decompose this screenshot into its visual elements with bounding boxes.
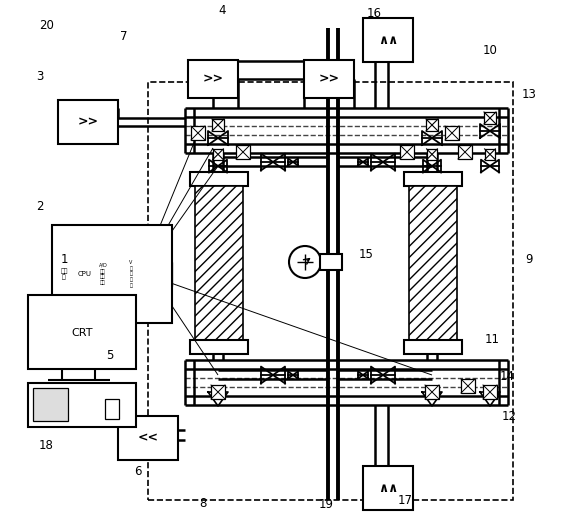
Bar (213, 149, 224, 160)
Text: 13: 13 (522, 88, 537, 101)
Bar (148, 82, 513, 500)
Text: ∧∧: ∧∧ (378, 481, 398, 494)
Text: 7: 7 (120, 30, 128, 42)
Bar (52, 225, 172, 323)
Text: 控制
板: 控制 板 (60, 268, 68, 280)
Bar (461, 379, 475, 393)
Text: CRT: CRT (72, 328, 93, 338)
Bar (426, 119, 438, 131)
Bar (304, 60, 354, 98)
Bar (190, 340, 248, 354)
Bar (28, 383, 136, 427)
Text: >>: >> (78, 116, 99, 128)
Bar (190, 172, 248, 186)
Bar (33, 388, 68, 421)
Text: 9: 9 (525, 253, 533, 266)
Bar (195, 186, 243, 340)
Text: V
输
出
模
块: V 输 出 模 块 (129, 260, 133, 288)
Text: 19: 19 (319, 498, 334, 511)
Text: CPU: CPU (78, 271, 92, 277)
Bar (320, 254, 342, 270)
Text: 15: 15 (359, 248, 373, 261)
Text: 10: 10 (482, 44, 497, 57)
Text: 6: 6 (134, 465, 142, 478)
Bar (445, 126, 459, 140)
Text: 8: 8 (199, 497, 207, 510)
Text: 14: 14 (499, 370, 514, 383)
Text: >>: >> (203, 73, 224, 85)
Bar (458, 145, 472, 159)
Text: 11: 11 (485, 333, 500, 346)
Text: >>: >> (319, 73, 339, 85)
Bar (400, 145, 414, 159)
Text: 4: 4 (218, 4, 226, 17)
Text: 5: 5 (106, 349, 114, 361)
Text: 18: 18 (39, 439, 53, 452)
Bar (211, 385, 225, 399)
Bar (105, 399, 119, 419)
Text: 16: 16 (367, 7, 382, 20)
Text: 2: 2 (35, 200, 43, 213)
Bar (363, 466, 413, 510)
Bar (148, 262, 172, 286)
Bar (212, 119, 224, 131)
Bar (427, 149, 437, 160)
Circle shape (289, 246, 321, 278)
Bar (483, 385, 497, 399)
Bar (404, 340, 462, 354)
Bar (363, 18, 413, 62)
Text: ∧∧: ∧∧ (378, 33, 398, 47)
Bar (191, 126, 205, 140)
Text: <<: << (137, 431, 159, 445)
Bar (484, 112, 496, 124)
Text: 17: 17 (398, 494, 413, 507)
Text: 12: 12 (502, 410, 517, 422)
Bar (188, 60, 238, 98)
Bar (485, 149, 495, 160)
Text: 1: 1 (61, 253, 69, 266)
Bar (236, 145, 250, 159)
Text: 20: 20 (39, 19, 53, 32)
Bar (404, 172, 462, 186)
Text: A/D
模拟
输入
模块: A/D 模拟 输入 模块 (99, 263, 108, 285)
Bar (425, 385, 439, 399)
Bar (409, 186, 457, 340)
Bar (118, 416, 178, 460)
Text: 3: 3 (35, 70, 43, 83)
Bar (58, 100, 118, 144)
Bar (28, 295, 136, 369)
